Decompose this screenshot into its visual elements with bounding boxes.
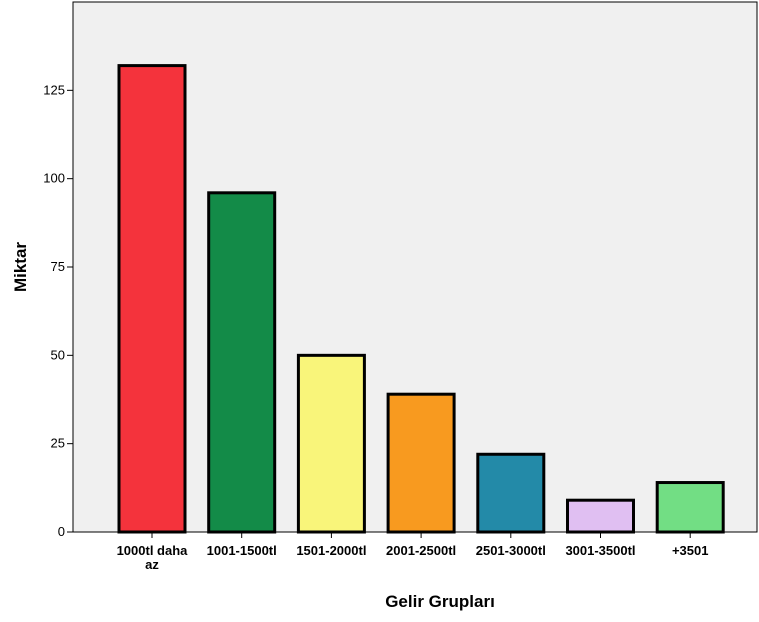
y-axis: 0 25 50 75 100 125 — [43, 82, 73, 539]
x-tick-label-line: 1000tl daha — [117, 543, 189, 558]
x-tick-label: 1001-1500tl — [207, 543, 277, 558]
bar — [207, 191, 277, 534]
x-tick-label-line: 2001-2500tl — [386, 543, 456, 558]
y-tick-label: 100 — [43, 171, 65, 186]
x-tick-label-line: az — [145, 557, 159, 572]
x-tick-label: 2001-2500tl — [386, 543, 456, 558]
bar — [655, 481, 725, 534]
y-tick-label: 50 — [51, 347, 65, 362]
bar — [476, 452, 546, 534]
x-tick-label-line: +3501 — [672, 543, 709, 558]
x-tick-label-line: 2501-3000tl — [476, 543, 546, 558]
bars-group — [117, 64, 725, 534]
x-tick-label-line: 3001-3500tl — [565, 543, 635, 558]
x-tick-label-line: 1001-1500tl — [207, 543, 277, 558]
bar — [386, 392, 456, 534]
x-tick-label: 1000tl daha az — [117, 543, 189, 572]
x-tick-label: 3001-3500tl — [565, 543, 635, 558]
y-tick-label: 0 — [58, 524, 65, 539]
x-tick-label: +3501 — [672, 543, 709, 558]
bar — [117, 64, 187, 534]
x-axis: 1000tl daha az 1001-1500tl 1501-2000tl 2001-… — [117, 532, 709, 572]
y-tick-label: 25 — [51, 436, 65, 451]
y-tick-label: 125 — [43, 82, 65, 97]
y-axis-title: Miktar — [11, 242, 30, 292]
bar — [566, 498, 635, 534]
bar — [296, 353, 366, 534]
y-tick-label: 75 — [51, 259, 65, 274]
x-tick-label: 1501-2000tl — [296, 543, 366, 558]
x-axis-title: Gelir Grupları — [385, 592, 495, 611]
x-tick-label-line: 1501-2000tl — [296, 543, 366, 558]
x-tick-label: 2501-3000tl — [476, 543, 546, 558]
